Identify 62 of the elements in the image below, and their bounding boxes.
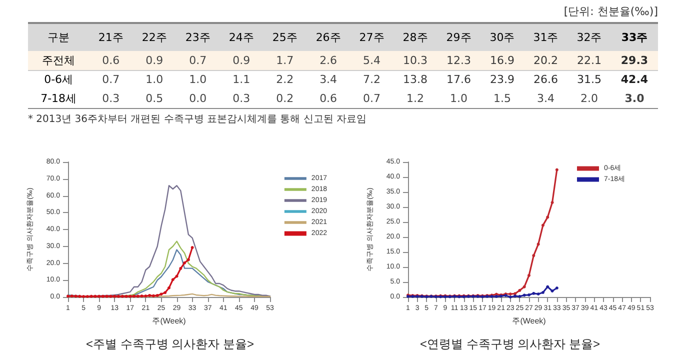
data-label: 5.4 bbox=[362, 52, 382, 69]
data-label: 0.7 bbox=[188, 52, 208, 69]
x-axis-title: 주(Week) bbox=[152, 316, 186, 326]
data-label: 31.5 bbox=[576, 72, 602, 88]
data-label: 1.1 bbox=[232, 72, 252, 88]
data-label: 1.7 bbox=[275, 52, 295, 69]
data-label: 2.6 bbox=[318, 52, 338, 69]
data-label: 0.3 bbox=[101, 90, 121, 107]
x-tick-label: 24주 bbox=[220, 23, 264, 51]
x-tick-label: 25주 bbox=[263, 23, 307, 51]
data-label: 1.0 bbox=[188, 72, 208, 88]
x-tick-label: 21주 bbox=[89, 23, 133, 51]
data-label: 0.6 bbox=[101, 52, 121, 69]
data-label: 0.0 bbox=[188, 90, 208, 107]
data-label: 12.3 bbox=[446, 52, 472, 69]
data-label: 29.3 bbox=[620, 52, 650, 69]
y-tick-label: 0-6세 bbox=[43, 72, 74, 88]
data-label: 7.2 bbox=[362, 72, 382, 88]
data-label: 0.7 bbox=[362, 90, 382, 107]
data-label: 0.9 bbox=[232, 52, 252, 69]
data-label: 0.6 bbox=[318, 90, 338, 107]
data-label: 3.0 bbox=[624, 90, 646, 107]
y-tick-label: 주전체 bbox=[41, 52, 76, 69]
x-tick-label: 29주 bbox=[437, 23, 481, 51]
x-tick-label: 22주 bbox=[132, 23, 176, 51]
data-label: 26.6 bbox=[532, 72, 559, 88]
text: <주별 수족구병 의사환자 분율> bbox=[86, 337, 254, 351]
x-tick-label: 27주 bbox=[350, 23, 394, 51]
data-label: 2.0 bbox=[579, 90, 599, 107]
data-label: 2.2 bbox=[275, 72, 295, 88]
data-label: 0.3 bbox=[232, 90, 252, 107]
data-label: 13.8 bbox=[402, 72, 429, 88]
data-label: 0.2 bbox=[275, 90, 295, 107]
x-tick-label: 30주 bbox=[480, 23, 524, 51]
data-label: 1.2 bbox=[406, 90, 426, 107]
x-tick-label: 31주 bbox=[524, 23, 568, 51]
y-tick-label: 7-18세 bbox=[40, 90, 78, 107]
data-label: 0.9 bbox=[144, 52, 164, 69]
data-label: 1.0 bbox=[449, 90, 469, 107]
data-label: 0.7 bbox=[101, 72, 121, 88]
y-axis-title: 구분 bbox=[28, 23, 90, 51]
text: <연령별 수족구병 의사환자 분율> bbox=[420, 337, 600, 351]
data-label: 23.9 bbox=[489, 72, 516, 88]
data-label: 0.5 bbox=[144, 90, 164, 107]
data-label: 42.4 bbox=[620, 72, 650, 88]
data-label: 10.3 bbox=[402, 52, 429, 69]
x-tick-label: 32주 bbox=[567, 23, 611, 51]
x-tick-label: 26주 bbox=[306, 23, 350, 51]
data-label: 1.5 bbox=[492, 90, 512, 107]
data-label: 17.6 bbox=[446, 72, 472, 88]
data-label: 3.4 bbox=[318, 72, 338, 88]
x-axis-title: 주(Week) bbox=[512, 316, 546, 326]
data-label: 16.9 bbox=[489, 52, 516, 69]
data-label: 22.1 bbox=[576, 52, 602, 69]
text: * 2013년 36주차부터 개편된 수족구병 표본감시체계를 통해 신고된 자료임 bbox=[28, 112, 368, 126]
data-label: 1.0 bbox=[144, 72, 164, 88]
x-tick-label: 23주 bbox=[176, 23, 220, 51]
chart-subtitle: [단위: 천분율(‰)] bbox=[562, 4, 658, 19]
x-tick-label: 28주 bbox=[394, 23, 438, 51]
x-tick-label: 33주 bbox=[610, 23, 658, 51]
data-label: 3.4 bbox=[536, 90, 556, 107]
data-label: 20.2 bbox=[532, 52, 559, 69]
